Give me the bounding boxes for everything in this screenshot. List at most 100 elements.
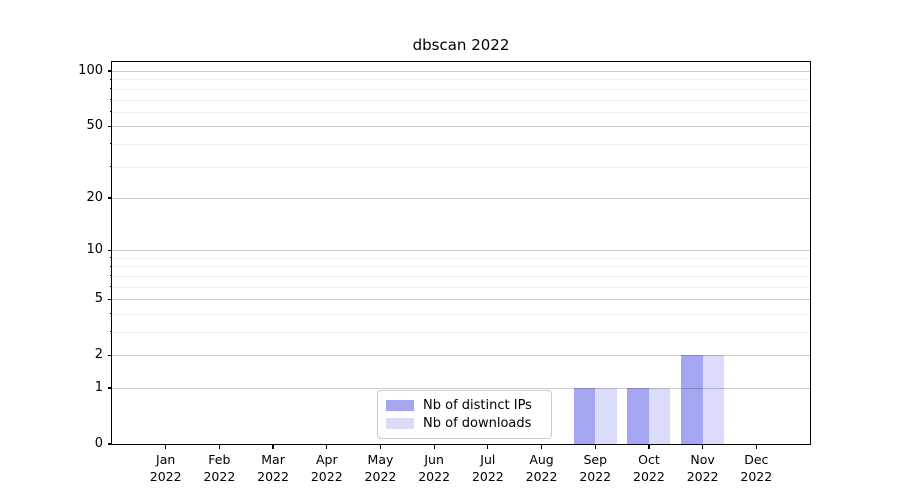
y-tick-label: 1	[94, 379, 103, 395]
x-tick-label: Aug 2022	[510, 452, 574, 485]
y-minor-tick	[109, 275, 112, 277]
x-tick-year: 2022	[203, 468, 236, 484]
gridline-minor	[112, 143, 810, 145]
x-tick-year: 2022	[579, 468, 612, 484]
y-tick	[107, 443, 112, 445]
x-tick-year: 2022	[471, 468, 504, 484]
x-tick	[702, 444, 704, 449]
x-tick-month: May	[367, 452, 394, 467]
gridline-minor	[112, 166, 810, 168]
x-tick-month: Mar	[261, 452, 285, 467]
legend-item: Nb of downloads	[386, 415, 541, 432]
x-tick-year: 2022	[633, 468, 665, 484]
x-tick-label: Feb 2022	[187, 452, 251, 485]
x-tick-month: Apr	[315, 452, 338, 467]
x-tick-label: Jan 2022	[134, 452, 198, 485]
x-tick	[487, 444, 489, 449]
y-tick-label: 20	[86, 189, 103, 205]
y-tick	[107, 70, 112, 72]
x-tick	[326, 444, 328, 449]
gridline-minor	[112, 266, 810, 268]
bar-downloads	[595, 388, 617, 444]
y-tick-label: 2	[94, 347, 103, 363]
legend-swatch	[386, 400, 414, 411]
y-minor-tick	[109, 265, 112, 267]
x-tick-year: 2022	[149, 468, 182, 484]
x-tick-year: 2022	[257, 468, 289, 484]
y-tick	[107, 298, 112, 300]
x-tick-month: Sep	[583, 452, 607, 467]
y-minor-tick	[109, 166, 112, 167]
y-tick-label: 50	[86, 118, 103, 134]
gridline-minor	[112, 313, 810, 315]
bar-distinct-ips	[681, 355, 703, 444]
legend: Nb of distinct IPs Nb of downloads	[377, 390, 552, 439]
x-tick-month: Feb	[208, 452, 231, 467]
x-tick	[540, 444, 543, 449]
y-tick-label: 0	[94, 436, 103, 451]
y-tick	[107, 197, 112, 199]
legend-label: Nb of downloads	[423, 416, 532, 431]
y-minor-tick	[109, 99, 112, 101]
x-tick-label: Dec 2022	[724, 452, 788, 485]
x-tick-year: 2022	[740, 468, 773, 484]
gridline-major	[112, 299, 810, 301]
gridline-minor	[112, 111, 810, 113]
plot-area	[112, 62, 810, 444]
x-tick-label: Oct 2022	[617, 452, 681, 485]
y-tick	[107, 125, 112, 127]
y-minor-tick	[109, 78, 112, 80]
x-tick-year: 2022	[525, 468, 558, 484]
x-tick-year: 2022	[364, 468, 397, 484]
chart-title: dbscan 2022	[412, 36, 510, 54]
gridline-major	[112, 197, 810, 199]
gridline-major	[112, 387, 810, 389]
y-minor-tick	[109, 88, 112, 90]
y-tick-label: 100	[78, 63, 103, 79]
legend-swatch	[386, 418, 414, 429]
x-tick-month: Jun	[424, 452, 444, 467]
y-minor-tick	[109, 111, 112, 113]
y-tick-label: 5	[94, 291, 103, 307]
gridline-minor	[112, 99, 810, 101]
x-tick-month: Oct	[638, 452, 660, 467]
x-tick-year: 2022	[310, 468, 343, 484]
x-tick-label: May 2022	[348, 452, 412, 485]
bar-distinct-ips	[627, 388, 649, 444]
y-tick	[107, 354, 112, 356]
gridline-major	[112, 71, 810, 73]
x-tick	[218, 444, 220, 449]
x-tick	[755, 444, 757, 449]
x-tick-year: 2022	[418, 468, 451, 484]
x-tick-month: Aug	[529, 452, 554, 467]
x-tick-month: Jan	[156, 452, 176, 467]
x-tick-label: Jun 2022	[402, 452, 466, 485]
y-minor-tick	[109, 286, 112, 288]
gridline-minor	[112, 286, 810, 288]
x-tick-year: 2022	[686, 468, 719, 484]
x-tick-label: Sep 2022	[563, 452, 627, 485]
y-minor-tick	[109, 143, 112, 145]
x-tick-label: Jul 2022	[456, 452, 520, 485]
bar-distinct-ips	[573, 388, 596, 444]
legend-label: Nb of distinct IPs	[423, 398, 532, 413]
gridline-minor	[112, 79, 810, 81]
y-minor-tick	[109, 313, 112, 315]
x-tick-month: Dec	[744, 452, 769, 467]
y-minor-tick	[109, 331, 112, 333]
x-tick	[272, 444, 274, 449]
gridline-minor	[112, 331, 810, 333]
gridline-minor	[112, 88, 810, 90]
x-tick	[165, 444, 167, 449]
y-tick	[107, 387, 112, 389]
y-tick	[107, 249, 112, 251]
x-tick-label: Apr 2022	[295, 452, 359, 485]
x-tick	[594, 444, 596, 449]
gridline-major	[112, 355, 810, 357]
x-tick	[433, 444, 435, 449]
x-tick	[379, 444, 382, 449]
legend-item: Nb of distinct IPs	[386, 397, 541, 414]
y-minor-tick	[109, 257, 112, 259]
x-tick	[648, 444, 650, 449]
